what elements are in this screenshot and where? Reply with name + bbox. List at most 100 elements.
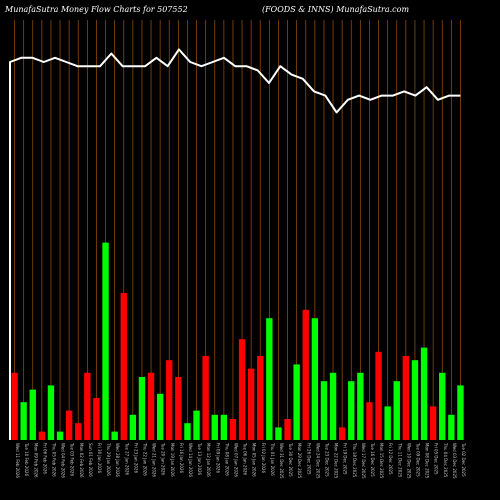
- x-tick-label: Thu 22 Jan 2026: [142, 442, 147, 476]
- x-tick-label: Wed 17 Dec 2025: [361, 443, 366, 479]
- money-flow-bar-up: [420, 347, 428, 440]
- x-tick-label: Wed 10 Dec 2025: [406, 443, 411, 479]
- money-flow-bar-up: [293, 364, 300, 440]
- money-flow-bar-down: [75, 423, 82, 440]
- money-flow-bar-down: [375, 351, 382, 440]
- x-tick-label: Fri 02 Jan 2026: [261, 443, 266, 473]
- x-tick-label: Tue 09 Dec 2025: [415, 442, 420, 477]
- money-flow-bar-down: [338, 427, 346, 440]
- money-flow-bar-up: [111, 431, 118, 440]
- x-tick-label: Fri 23 Jan 2026: [133, 443, 138, 473]
- x-tick-label: Fri 09 Jan 2026: [215, 443, 220, 473]
- x-tick-label: Wed 28 Jan 2026: [115, 443, 120, 477]
- x-tick-label: Thu 05 Feb 2026: [51, 442, 56, 477]
- money-flow-bar-up: [448, 414, 455, 440]
- money-flow-bar-up: [138, 377, 146, 440]
- money-flow-bar-down: [257, 356, 264, 440]
- x-tick-label: Wed 07 Jan 2026: [233, 443, 238, 477]
- x-tick-label: Wed 11 Feb 2026: [15, 443, 20, 478]
- money-flow-bar-up: [266, 318, 273, 440]
- money-flow-bar-down: [11, 372, 18, 440]
- money-flow-bar-down: [38, 431, 46, 440]
- x-tick-label: Fri 05 Dec 2025: [434, 443, 439, 475]
- money-flow-bar-down: [229, 419, 237, 440]
- money-flow-bar-up: [56, 431, 64, 440]
- money-flow-bar-up: [439, 372, 446, 440]
- money-flow-bar-up: [393, 381, 400, 440]
- money-flow-bar-up: [47, 385, 55, 440]
- money-flow-bar-up: [129, 414, 137, 440]
- money-flow-bar-down: [238, 339, 246, 440]
- money-flow-bar-down: [366, 402, 373, 440]
- x-tick-label: Thu 08 Jan 2026: [224, 442, 229, 476]
- x-tick-label: Mon 22 Dec 2025: [334, 443, 339, 479]
- money-flow-bar-up: [411, 360, 419, 440]
- money-flow-bar-down: [402, 356, 410, 440]
- x-tick-label: Tue 10 Feb 2026: [24, 442, 29, 476]
- x-tick-label: Thu 11 Dec 2025: [397, 442, 402, 478]
- money-flow-bar-up: [457, 385, 464, 440]
- x-tick-label: Thu 01 Jan 2026: [270, 442, 275, 476]
- x-tick-label: Mon 05 Jan 2026: [252, 443, 257, 477]
- money-flow-bar-down: [147, 372, 155, 440]
- x-tick-label: Wed 24 Dec 2025: [315, 443, 320, 479]
- x-tick-label: Mon 15 Dec 2025: [379, 443, 384, 479]
- x-tick-label: Fri 16 Jan 2026: [179, 443, 184, 473]
- x-tick-label: Sun 01 Feb 2026: [88, 443, 93, 477]
- x-tick-label: Tue 13 Jan 2026: [197, 442, 202, 476]
- x-tick-label: Mon 02 Feb 2026: [79, 443, 84, 478]
- x-tick-label: Tue 23 Dec 2025: [324, 442, 329, 477]
- x-tick-label: Wed 04 Feb 2026: [61, 443, 66, 478]
- x-tick-label: Mon 19 Jan 2026: [170, 443, 175, 477]
- x-tick-label: Mon 08 Dec 2025: [425, 443, 430, 479]
- money-flow-bar-up: [193, 410, 200, 440]
- x-tick-label: Wed 21 Jan 2026: [152, 443, 157, 477]
- money-flow-bar-down: [175, 377, 182, 440]
- money-flow-bar-up: [156, 393, 164, 440]
- chart-title: MunafaSutra Money Flow Charts for 507552: [4, 5, 188, 14]
- money-flow-bar-down: [302, 309, 309, 440]
- money-flow-bar-up: [357, 372, 364, 440]
- x-tick-label: Mon 12 Jan 2026: [206, 443, 211, 477]
- x-tick-label: Tue 16 Dec 2025: [370, 442, 375, 477]
- x-tick-label: Thu 29 Jan 2026: [106, 442, 111, 476]
- line-layer: [9, 48, 461, 440]
- money-flow-bar-up: [348, 381, 355, 440]
- money-flow-bar-down: [429, 406, 437, 440]
- x-tick-label: Tue 20 Jan 2026: [161, 442, 166, 476]
- x-tick-label: Mon 09 Feb 2026: [33, 443, 38, 478]
- money-flow-bar-down: [84, 372, 91, 440]
- x-tick-label: Tue 03 Feb 2026: [70, 442, 75, 476]
- chart-subtitle: (FOODS & INNS) MunafaSutra.com: [262, 5, 409, 14]
- money-flow-bar-down: [284, 419, 291, 440]
- price-line: [9, 48, 461, 440]
- x-tick-label: Thu 04 Dec 2025: [443, 442, 448, 478]
- money-flow-bar-up: [102, 242, 109, 440]
- money-flow-bar-up: [320, 381, 328, 440]
- bar-layer: [11, 242, 464, 440]
- money-flow-bar-up: [220, 414, 228, 440]
- x-tick-label: Mon 29 Dec 2025: [297, 443, 302, 479]
- money-flow-bar-up: [20, 402, 27, 440]
- money-flow-bar-up: [275, 427, 282, 440]
- x-tick-label: Tue 30 Dec 2025: [288, 442, 293, 477]
- money-flow-bar-down: [93, 398, 100, 440]
- money-flow-bar-up: [184, 423, 191, 440]
- money-flow-bar-up: [211, 414, 218, 440]
- x-tick-label: Wed 03 Dec 2025: [452, 443, 457, 479]
- x-tick-label: Thu 18 Dec 2025: [352, 442, 357, 478]
- tick-label-layer: Wed 11 Feb 2026 Tue 10 Feb 2026 Mon 09 Feb…: [15, 442, 466, 479]
- money-flow-bar-down: [202, 356, 209, 440]
- x-tick-label: Tue 27 Jan 2026: [124, 442, 129, 476]
- money-flow-bar-up: [384, 406, 391, 440]
- money-flow-bar-up: [311, 318, 319, 440]
- x-tick-label: Wed 31 Dec 2025: [279, 443, 284, 479]
- x-tick-label: Tue 02 Dec 2025: [461, 442, 466, 477]
- money-flow-bar-down: [65, 410, 73, 440]
- x-tick-label: Fri 30 Jan 2026: [97, 443, 102, 473]
- x-tick-label: Tue 06 Jan 2026: [243, 442, 248, 476]
- x-tick-label: Fri 26 Dec 2025: [306, 443, 311, 475]
- x-tick-label: Fri 19 Dec 2025: [343, 443, 348, 475]
- money-flow-bar-down: [247, 368, 255, 440]
